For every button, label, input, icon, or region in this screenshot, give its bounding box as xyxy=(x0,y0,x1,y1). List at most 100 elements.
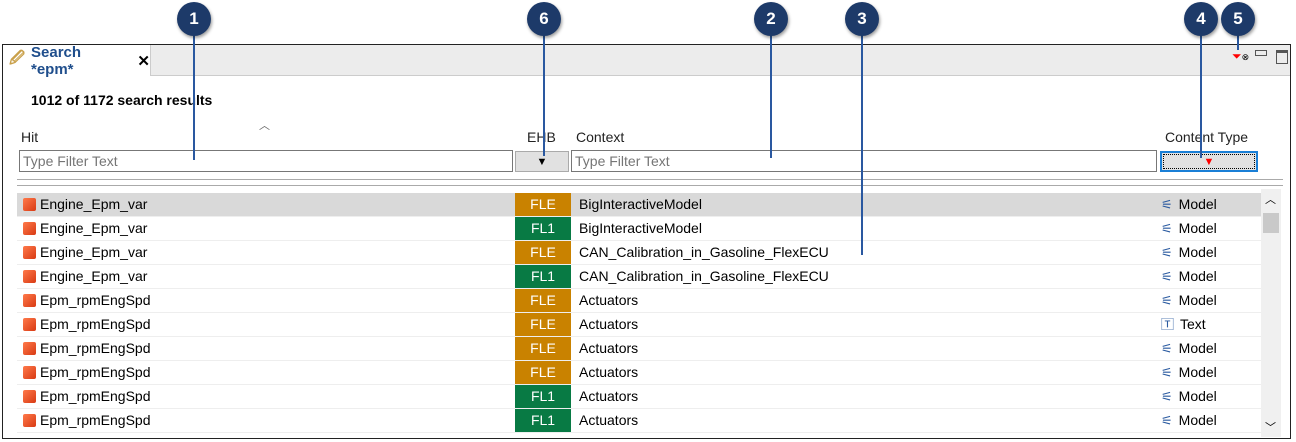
table-row[interactable]: Epm_rpmEngSpd FLE Actuators 🅃 Text xyxy=(17,313,1261,337)
table-row[interactable]: Epm_rpmEngSpd FLE Actuators ⚟ Model xyxy=(17,361,1261,385)
hit-text: Engine_Epm_var xyxy=(40,268,148,284)
filter-icon: ▼ xyxy=(536,155,548,168)
table-row[interactable]: Epm_rpmEngSpd FLE Actuators ⚟ Model xyxy=(17,337,1261,361)
hit-cell: Epm_rpmEngSpd xyxy=(23,289,151,312)
content-type-cell: ⚟ Model xyxy=(1161,337,1217,360)
ehb-filter-button[interactable]: ▼ xyxy=(515,151,569,172)
hit-text: Engine_Epm_var xyxy=(40,220,148,236)
hit-text: Engine_Epm_var xyxy=(40,244,148,260)
ehb-badge: FL1 xyxy=(515,409,571,432)
context-cell: Actuators xyxy=(579,340,639,356)
callout-line xyxy=(193,20,195,160)
hit-cell: Engine_Epm_var xyxy=(23,265,147,288)
callout-line xyxy=(861,20,863,255)
table-row[interactable]: Epm_rpmEngSpd FL1 Actuators ⚟ Model xyxy=(17,385,1261,409)
table-row[interactable]: Engine_Epm_var FLE CAN_Calibration_in_Ga… xyxy=(17,241,1261,265)
variable-icon xyxy=(23,390,36,403)
callout-line xyxy=(1200,20,1202,158)
content-type-cell: ⚟ Model xyxy=(1161,193,1217,216)
context-cell: Actuators xyxy=(579,316,639,332)
hit-text: Epm_rpmEngSpd xyxy=(40,316,151,332)
close-icon[interactable]: ✕ xyxy=(137,52,150,70)
hit-cell: Epm_rpmEngSpd xyxy=(23,385,151,408)
result-count: 1012 of 1172 search results xyxy=(31,92,213,108)
callout-5: 5 xyxy=(1221,2,1255,36)
context-filter-input[interactable] xyxy=(571,150,1157,172)
sort-ascending-icon[interactable]: ︿ xyxy=(259,120,270,132)
minimize-icon[interactable] xyxy=(1255,50,1267,56)
callout-line xyxy=(770,20,772,158)
tab-search[interactable]: 🖉 Search *epm* ✕ xyxy=(3,44,151,78)
content-type-text: Model xyxy=(1178,220,1217,236)
scroll-up-icon[interactable]: ︿ xyxy=(1265,194,1276,206)
column-header-ehb[interactable]: EHB xyxy=(527,129,556,145)
callout-1: 1 xyxy=(177,2,211,36)
table-row[interactable]: Engine_Epm_var FL1 BigInteractiveModel ⚟… xyxy=(17,217,1261,241)
table-row[interactable]: Engine_Epm_var FLE BigInteractiveModel ⚟… xyxy=(17,193,1261,217)
maximize-icon[interactable] xyxy=(1276,50,1288,64)
context-cell: Actuators xyxy=(579,292,639,308)
hit-text: Epm_rpmEngSpd xyxy=(40,412,151,428)
hit-text: Engine_Epm_var xyxy=(40,196,148,212)
content-type-text: Model xyxy=(1178,340,1217,356)
model-icon: ⚟ xyxy=(1161,197,1173,212)
variable-icon xyxy=(23,342,36,355)
context-cell: Actuators xyxy=(579,412,639,428)
variable-icon xyxy=(23,222,36,235)
variable-icon xyxy=(23,366,36,379)
callout-3: 3 xyxy=(845,2,879,36)
model-icon: ⚟ xyxy=(1161,221,1173,236)
content-type-cell: ⚟ Model xyxy=(1161,265,1217,288)
content-type-filter-button[interactable]: ▼ xyxy=(1160,151,1258,172)
content-type-text: Model xyxy=(1178,292,1217,308)
variable-icon xyxy=(23,414,36,427)
context-cell: BigInteractiveModel xyxy=(579,196,702,212)
content-type-cell: ⚟ Model xyxy=(1161,409,1217,432)
hit-cell: Epm_rpmEngSpd xyxy=(23,409,151,432)
hit-text: Epm_rpmEngSpd xyxy=(40,388,151,404)
model-icon: ⚟ xyxy=(1161,245,1173,260)
content-type-cell: ⚟ Model xyxy=(1161,385,1217,408)
hit-cell: Engine_Epm_var xyxy=(23,241,147,264)
vertical-scrollbar[interactable] xyxy=(1261,189,1281,437)
tab-bar xyxy=(3,45,1290,76)
ehb-badge: FL1 xyxy=(515,385,571,408)
divider xyxy=(17,185,1283,186)
ehb-badge: FLE xyxy=(515,361,571,384)
context-cell: Actuators xyxy=(579,364,639,380)
table-row[interactable]: Engine_Epm_var FL1 CAN_Calibration_in_Ga… xyxy=(17,265,1261,289)
context-cell: Actuators xyxy=(579,388,639,404)
ehb-badge: FLE xyxy=(515,289,571,312)
column-header-content-type[interactable]: Content Type xyxy=(1165,129,1249,145)
callout-line xyxy=(543,20,545,156)
hit-cell: Engine_Epm_var xyxy=(23,217,147,240)
scroll-down-icon[interactable]: ﹀ xyxy=(1265,422,1276,434)
content-type-cell: ⚟ Model xyxy=(1161,217,1217,240)
content-type-cell: ⚟ Model xyxy=(1161,241,1217,264)
ehb-badge: FL1 xyxy=(515,265,571,288)
divider xyxy=(17,179,1283,180)
search-view: 🖉 Search *epm* ✕ ⏷⊗ 1012 of 1172 search … xyxy=(2,44,1291,439)
context-cell: CAN_Calibration_in_Gasoline_FlexECU xyxy=(579,268,829,284)
content-type-text: Model xyxy=(1178,268,1217,284)
hit-filter-input[interactable] xyxy=(19,150,513,172)
clear-filters-icon[interactable]: ⏷⊗ xyxy=(1232,49,1250,63)
column-header-hit[interactable]: Hit xyxy=(21,129,39,145)
content-type-text: Text xyxy=(1180,316,1206,332)
table-row[interactable]: Epm_rpmEngSpd FL1 Actuators ⚟ Model xyxy=(17,409,1261,433)
column-header-context[interactable]: Context xyxy=(576,129,625,145)
search-icon: 🖉 xyxy=(9,50,25,67)
content-type-cell: ⚟ Model xyxy=(1161,289,1217,312)
content-type-text: Model xyxy=(1178,388,1217,404)
filter-active-icon: ▼ xyxy=(1203,155,1215,168)
content-type-text: Model xyxy=(1178,364,1217,380)
table-row[interactable]: Epm_rpmEngSpd FLE Actuators ⚟ Model xyxy=(17,289,1261,313)
hit-text: Epm_rpmEngSpd xyxy=(40,364,151,380)
context-cell: BigInteractiveModel xyxy=(579,220,702,236)
hit-text: Epm_rpmEngSpd xyxy=(40,292,151,308)
model-icon: ⚟ xyxy=(1161,269,1173,284)
variable-icon xyxy=(23,294,36,307)
variable-icon xyxy=(23,270,36,283)
scrollbar-thumb[interactable] xyxy=(1263,213,1279,233)
content-type-text: Model xyxy=(1178,244,1217,260)
